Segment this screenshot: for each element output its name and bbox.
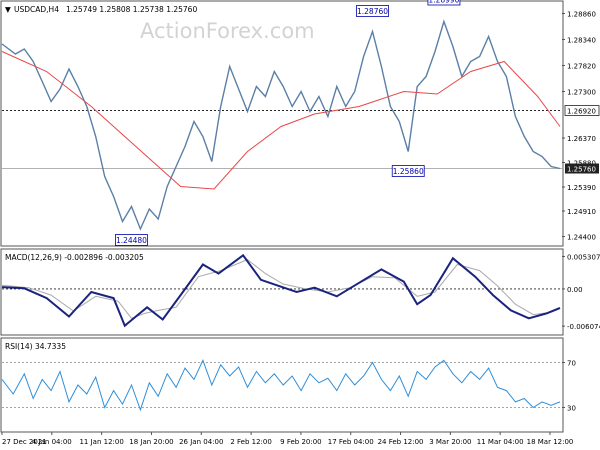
time-tick-label: 11 Mar 04:00 [477, 438, 524, 446]
rsi-label: RSI(14) 34.7335 [5, 342, 66, 351]
macd-label: MACD(12,26,9) -0.002896 -0.003205 [5, 253, 144, 262]
price-tick-label: 1.25390 [567, 184, 596, 192]
annotation-label: 1.24480 [116, 236, 147, 245]
price-tick-label: 1.26370 [567, 135, 596, 143]
price-panel [0, 0, 564, 247]
ma-series [1, 51, 561, 190]
rsi-layer [1, 358, 562, 412]
macd-tick-label: -0.006074 [567, 323, 600, 331]
level-tag [564, 105, 600, 116]
time-tick-label: 26 Jan 04:00 [179, 438, 223, 446]
ohlc-label: 1.25749 1.25808 1.25738 1.25760 [66, 5, 197, 14]
annotation-label: 1.28760 [357, 7, 388, 16]
price-tick-label: 1.28340 [567, 37, 596, 45]
time-tick-label: 18 Jan 20:00 [129, 438, 173, 446]
rsi-tick-label: 70 [567, 360, 576, 368]
macd-tick-label: 0.00 [567, 286, 583, 294]
rsi-panel [0, 337, 564, 433]
price-tick-label: 1.24910 [567, 208, 596, 216]
menu-triangle-icon[interactable]: ▼ [5, 5, 11, 14]
time-tick-label: 11 Jan 12:00 [79, 438, 123, 446]
price-tick-label: 1.25760 [567, 166, 596, 174]
annotation-label: 1.25860 [393, 167, 424, 176]
time-tick-label: 24 Feb 12:00 [378, 438, 424, 446]
price-tick-label: 1.27820 [567, 63, 596, 71]
time-tick-label: 4 Jan 04:00 [32, 438, 72, 446]
annotation-box [356, 5, 389, 17]
annotation-box [115, 234, 148, 246]
watermark: ActionForex.com [140, 19, 315, 43]
time-tick-label: 17 Feb 04:00 [328, 438, 374, 446]
time-tick-label: 27 Dec 2021 [2, 438, 47, 446]
annotation-label: 1.28990 [428, 0, 459, 5]
macd-tick-label: 0.005307 [567, 253, 600, 261]
annotation-box [391, 165, 425, 177]
macd-layer [1, 253, 562, 328]
time-tick-label: 3 Mar 20:00 [429, 438, 471, 446]
price-tick-label: 1.24400 [567, 234, 596, 242]
price-tick-label: 1.27300 [567, 89, 596, 97]
symbol-label: USDCAD,H4 [14, 5, 59, 14]
macd-series [1, 253, 561, 328]
price-tick-label: 1.26920 [567, 108, 596, 116]
rsi-series [1, 358, 561, 412]
annotation-box [427, 0, 461, 6]
last-price-tag [565, 163, 599, 174]
rsi-tick-label: 30 [567, 405, 576, 413]
time-tick-label: 9 Feb 20:00 [280, 438, 321, 446]
axis-layer: 1.28860 1.28340 1.27820 1.27300 1.26920 1.263… [1, 11, 600, 446]
time-tick-label: 2 Feb 12:00 [230, 438, 271, 446]
time-tick-label: 18 Mar 12:00 [527, 438, 574, 446]
price-tick-label: 1.28860 [567, 11, 596, 19]
signal-series [1, 259, 561, 319]
price-layer: 1.24480 1.28760 1.28990 1.25860 [1, 0, 562, 246]
price-series [1, 19, 561, 231]
